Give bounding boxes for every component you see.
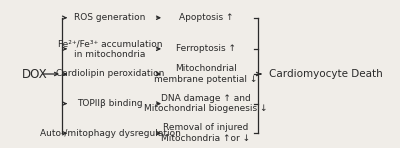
Text: Removal of injured
Mitochondria ↑or ↓: Removal of injured Mitochondria ↑or ↓ [162,123,250,143]
Text: Ferroptosis ↑: Ferroptosis ↑ [176,44,236,53]
Text: Mitochondrial
membrane potential ↓: Mitochondrial membrane potential ↓ [154,64,258,84]
Text: Cardiolipin peroxidation: Cardiolipin peroxidation [56,70,164,78]
Text: Cardiomyocyte Death: Cardiomyocyte Death [269,69,382,79]
Text: DOX: DOX [22,67,48,81]
Text: DNA damage ↑ and
Mitochondrial biogenesis ↓: DNA damage ↑ and Mitochondrial biogenesi… [144,94,268,113]
Text: Apoptosis ↑: Apoptosis ↑ [179,13,233,22]
Text: Fe²⁺/Fe³⁺ accumulation
in mitochondria: Fe²⁺/Fe³⁺ accumulation in mitochondria [58,39,162,59]
Text: ROS generation: ROS generation [74,13,146,22]
Text: TOPIIβ binding: TOPIIβ binding [77,99,143,108]
Text: Auto-/mitophagy dysregulation: Auto-/mitophagy dysregulation [40,129,180,138]
